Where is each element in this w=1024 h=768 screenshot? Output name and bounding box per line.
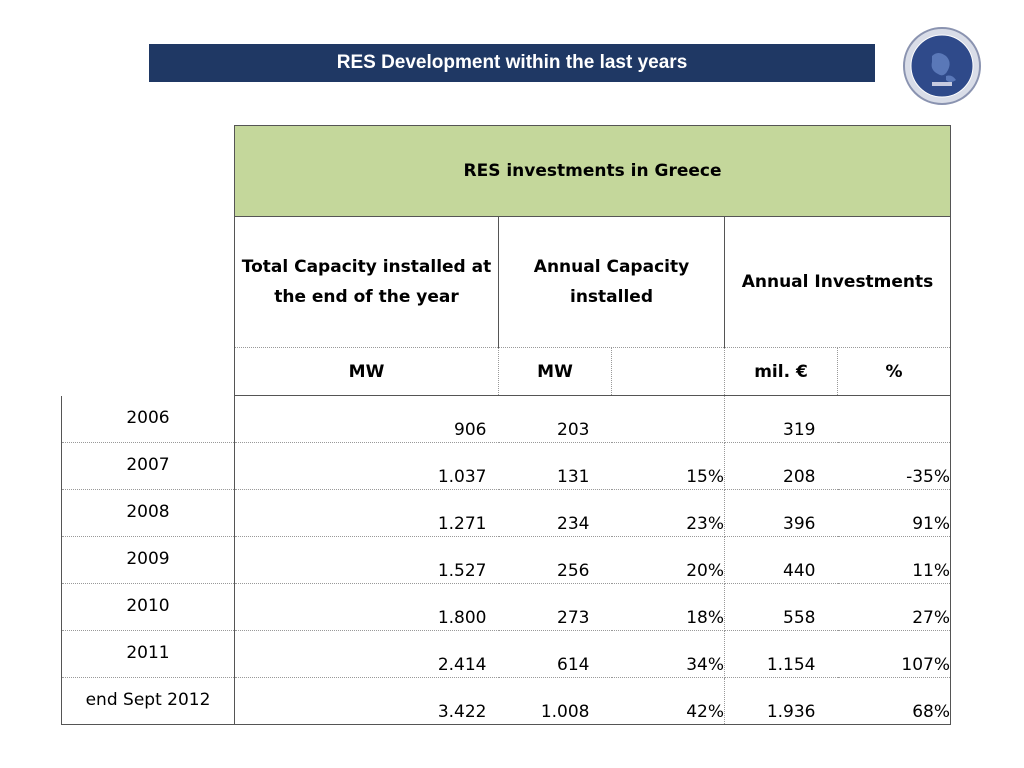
invest-cell: 208 (724, 442, 838, 490)
header-annual-capacity: Annual Capacity installed (498, 216, 725, 348)
total-cell: 906 (234, 395, 499, 443)
invest-cell: 319 (724, 395, 838, 443)
res-investments-table: RES investments in Greece Total Capacity… (61, 125, 951, 725)
annual-cell: 256 (498, 536, 612, 584)
invest-pct-cell: -35% (837, 442, 951, 490)
unit-annual-pct (611, 347, 725, 396)
unit-invest-pct: % (837, 347, 951, 396)
annual-pct-cell: 34% (611, 630, 725, 678)
year-cell: 2010 (61, 583, 235, 631)
unit-invest: mil. € (724, 347, 838, 396)
annual-cell: 131 (498, 442, 612, 490)
invest-pct-cell: 11% (837, 536, 951, 584)
total-cell: 1.527 (234, 536, 499, 584)
annual-pct-cell: 18% (611, 583, 725, 631)
annual-pct-cell: 23% (611, 489, 725, 537)
annual-cell: 203 (498, 395, 612, 443)
total-cell: 2.414 (234, 630, 499, 678)
invest-cell: 558 (724, 583, 838, 631)
table-row: 2007 1.037 131 15% 208 -35% (61, 442, 951, 490)
annual-pct-cell: 15% (611, 442, 725, 490)
annual-cell: 273 (498, 583, 612, 631)
annual-pct-cell: 42% (611, 677, 725, 725)
invest-cell: 396 (724, 489, 838, 537)
table-row: 2008 1.271 234 23% 396 91% (61, 489, 951, 537)
invest-pct-cell: 91% (837, 489, 951, 537)
table-caption: RES investments in Greece (234, 125, 951, 217)
annual-pct-cell: 20% (611, 536, 725, 584)
invest-pct-cell: 107% (837, 630, 951, 678)
empty-corner (62, 126, 235, 217)
annual-cell: 1.008 (498, 677, 612, 725)
year-cell: 2009 (61, 536, 235, 584)
year-cell: 2011 (61, 630, 235, 678)
invest-cell: 440 (724, 536, 838, 584)
annual-cell: 234 (498, 489, 612, 537)
table-row: 2011 2.414 614 34% 1.154 107% (61, 630, 951, 678)
year-cell: 2008 (61, 489, 235, 537)
header-total-capacity: Total Capacity installed at the end of t… (234, 216, 499, 348)
year-cell: 2006 (61, 395, 235, 443)
table-row: 2010 1.800 273 18% 558 27% (61, 583, 951, 631)
total-cell: 1.037 (234, 442, 499, 490)
table-row: end Sept 2012 3.422 1.008 42% 1.936 68% (61, 677, 951, 725)
invest-cell: 1.936 (724, 677, 838, 725)
annual-cell: 614 (498, 630, 612, 678)
unit-annual: MW (498, 347, 612, 396)
invest-pct-cell (837, 395, 951, 443)
table-row: 2009 1.527 256 20% 440 11% (61, 536, 951, 584)
invest-pct-cell: 27% (837, 583, 951, 631)
year-cell: end Sept 2012 (61, 677, 235, 725)
table-row: 2006 906 203 319 (61, 395, 951, 443)
header-annual-investments: Annual Investments (724, 216, 951, 348)
association-seal-icon (903, 27, 981, 105)
total-cell: 1.800 (234, 583, 499, 631)
total-cell: 3.422 (234, 677, 499, 725)
year-cell: 2007 (61, 442, 235, 490)
annual-pct-cell (611, 395, 725, 443)
slide-title: RES Development within the last years (149, 44, 875, 82)
total-cell: 1.271 (234, 489, 499, 537)
unit-total: MW (234, 347, 499, 396)
invest-cell: 1.154 (724, 630, 838, 678)
invest-pct-cell: 68% (837, 677, 951, 725)
